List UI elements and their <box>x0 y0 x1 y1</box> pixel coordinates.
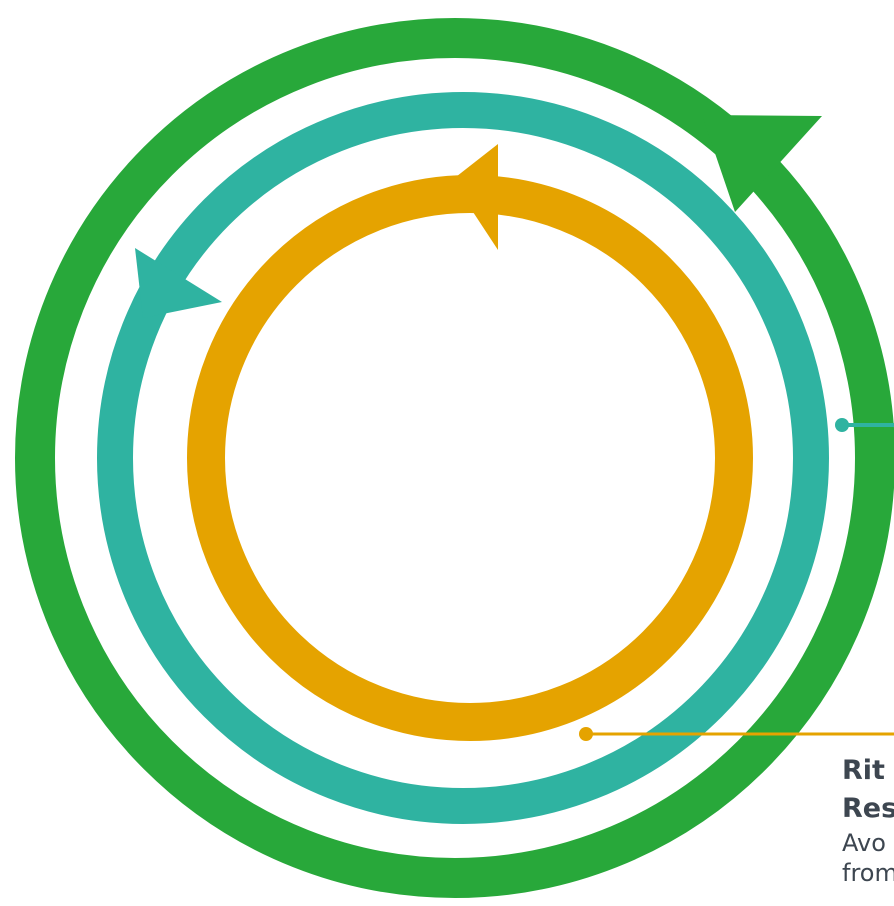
outer-ring-arrow-icon <box>702 115 822 212</box>
callout-desc-line2: from <box>842 859 894 887</box>
inner-ring-arrow-icon <box>452 144 498 250</box>
inner-ring <box>187 175 753 741</box>
middle-ring-arrow-icon <box>135 248 222 318</box>
middle-ring <box>97 92 829 824</box>
middle-ring-connector-dot <box>835 418 849 432</box>
callout-text-block: Rit Res Avo from <box>842 752 894 888</box>
outer-ring <box>15 18 894 898</box>
inner-ring-connector-dot <box>579 727 593 741</box>
callout-title-line2: Res <box>842 793 894 824</box>
callout-desc-line1: Avo <box>842 829 886 857</box>
callout-title-line1: Rit <box>842 755 885 786</box>
